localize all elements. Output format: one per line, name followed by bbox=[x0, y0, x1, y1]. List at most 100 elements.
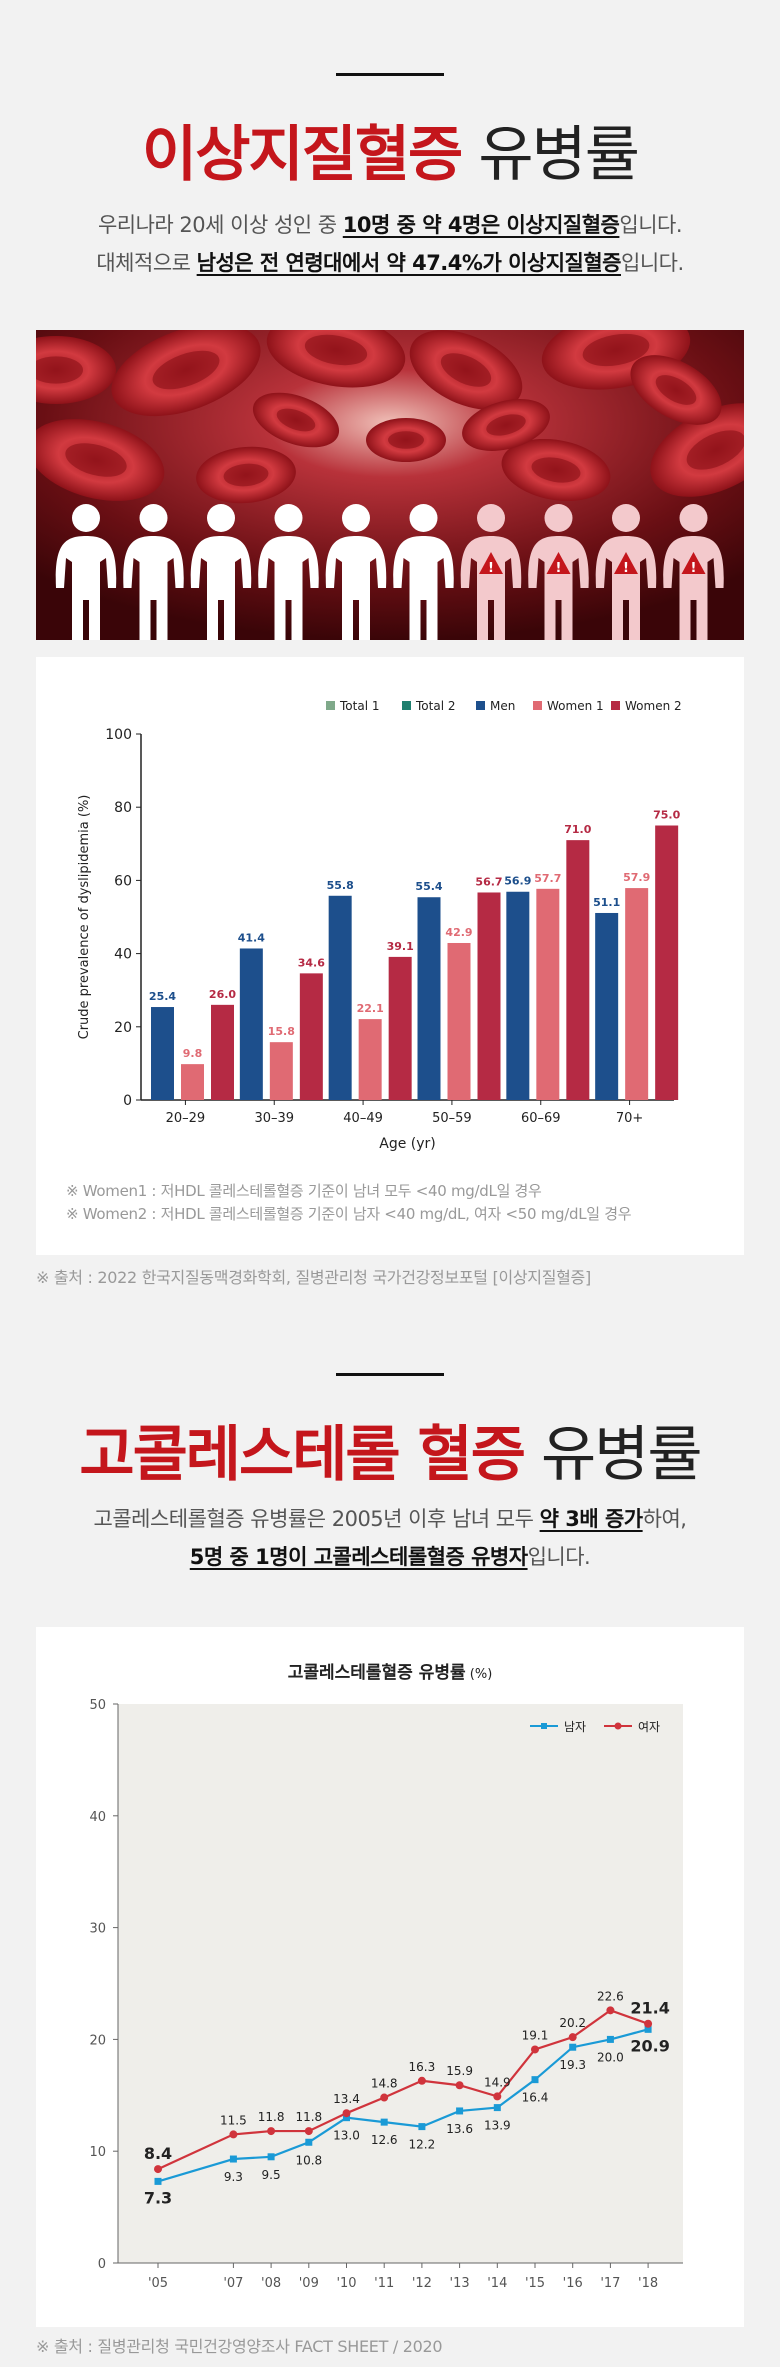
y-tick-label: 0 bbox=[123, 1093, 132, 1109]
lead-line: 우리나라 20세 이상 성인 중 10명 중 약 4명은 이상지질혈증입니다. bbox=[0, 206, 780, 244]
lead-emphasis: 남성은 전 연령대에서 약 47.4%가 이상지질혈증 bbox=[196, 251, 622, 275]
x-tick-label: '13 bbox=[450, 2276, 470, 2291]
point-value-label: 16.4 bbox=[522, 2091, 549, 2105]
red-blood-cell bbox=[366, 418, 446, 462]
x-tick-label: '07 bbox=[223, 2276, 243, 2291]
male-point bbox=[154, 2177, 162, 2185]
x-tick-label: 50–59 bbox=[432, 1111, 472, 1126]
section1-title: 이상지질혈증 유병률 bbox=[0, 106, 780, 193]
bar-chart: 0 20 40 60 80 100 Crude prevalence of dyslipid… bbox=[77, 699, 682, 1152]
red-blood-cell bbox=[630, 355, 722, 425]
lead-line: 5명 중 1명이 고콜레스테롤혈증 유병자입니다. bbox=[0, 1538, 780, 1576]
title-highlight: 고콜레스테롤 혈증 bbox=[79, 1420, 525, 1490]
bar-value-label: 41.4 bbox=[238, 931, 265, 944]
x-tick-label: '12 bbox=[412, 2276, 432, 2291]
chart-title: 고콜레스테롤혈증 유병률 (%) bbox=[288, 1662, 493, 1683]
bar-women-2 bbox=[566, 840, 590, 1100]
person-icon bbox=[190, 504, 252, 640]
male-point bbox=[305, 2138, 313, 2146]
hypercholesterolemia-chart-card: 고콜레스테롤혈증 유병률 (%) 0 10 20 30 40 50 '05 '07 '08 '09 '… bbox=[36, 1627, 744, 2327]
bar-value-label: 56.9 bbox=[504, 875, 531, 888]
person-icon bbox=[123, 504, 184, 640]
bar-women-1 bbox=[536, 888, 560, 1100]
female-point bbox=[531, 2045, 539, 2054]
legend-label: Women 2 bbox=[625, 699, 682, 713]
bar-women-2 bbox=[299, 973, 323, 1100]
x-tick-label: '10 bbox=[336, 2276, 356, 2291]
bar-value-label: 26.0 bbox=[209, 988, 236, 1001]
male-point bbox=[606, 2035, 614, 2043]
red-blood-cell bbox=[501, 438, 611, 502]
y-tick-label: 30 bbox=[89, 1922, 106, 1937]
bar-women-2 bbox=[388, 956, 412, 1100]
y-tick-label: 80 bbox=[114, 800, 132, 816]
bar-value-label: 55.8 bbox=[327, 879, 354, 892]
female-point bbox=[154, 2165, 162, 2174]
y-tick-label: 60 bbox=[114, 873, 132, 889]
legend-swatch bbox=[476, 701, 485, 710]
point-value-label: 7.3 bbox=[144, 2188, 172, 2207]
section1-lead: 우리나라 20세 이상 성인 중 10명 중 약 4명은 이상지질혈증입니다. 대… bbox=[0, 206, 780, 282]
bar-value-label: 75.0 bbox=[653, 809, 680, 822]
title-rest: 유병률 bbox=[461, 120, 640, 190]
point-value-label: 14.9 bbox=[484, 2075, 511, 2089]
line-chart: 고콜레스테롤혈증 유병률 (%) 0 10 20 30 40 50 '05 '07 '08 '09 '… bbox=[89, 1662, 683, 2291]
point-value-label: 9.3 bbox=[224, 2170, 243, 2184]
legend-item: Total 1 bbox=[326, 699, 379, 713]
bar-men bbox=[328, 895, 352, 1100]
female-point bbox=[380, 2093, 389, 2102]
red-blood-cell bbox=[196, 446, 296, 504]
point-value-label: 13.0 bbox=[333, 2129, 360, 2143]
warning-icon: ! bbox=[546, 552, 571, 576]
legend-label: Women 1 bbox=[547, 699, 604, 713]
bar-women-1 bbox=[358, 1019, 382, 1100]
red-blood-cell bbox=[252, 392, 340, 448]
bar-women-2 bbox=[655, 825, 679, 1100]
x-tick-label: 20–29 bbox=[166, 1111, 206, 1126]
bar-value-label: 51.1 bbox=[593, 896, 620, 909]
y-tick-label: 100 bbox=[105, 727, 132, 743]
person-warning-icon: ! bbox=[528, 504, 589, 640]
point-value-label: 21.4 bbox=[630, 1999, 669, 2018]
lead-text: 입니다. bbox=[619, 213, 683, 237]
bar-men bbox=[417, 897, 441, 1100]
warning-mark: ! bbox=[623, 561, 629, 576]
lead-emphasis: 약 3배 증가 bbox=[539, 1507, 644, 1531]
x-tick-label: 40–49 bbox=[343, 1111, 383, 1126]
title-highlight: 이상지질혈증 bbox=[142, 120, 463, 190]
lead-line: 대체적으로 남성은 전 연령대에서 약 47.4%가 이상지질혈증입니다. bbox=[0, 244, 780, 282]
warning-mark: ! bbox=[488, 561, 494, 576]
legend-item: Women 1 bbox=[533, 699, 604, 713]
y-tick-label: 40 bbox=[89, 1810, 106, 1825]
section2-lead: 고콜레스테롤혈증 유병률은 2005년 이후 남녀 모두 약 3배 증가하여, 5… bbox=[0, 1500, 780, 1576]
y-axis-label: Crude prevalence of dyslipidemia (%) bbox=[77, 795, 92, 1040]
legend-item: 여자 bbox=[604, 1720, 660, 1734]
lead-text: 하여, bbox=[642, 1507, 687, 1531]
bar-men bbox=[506, 891, 530, 1100]
point-value-label: 13.4 bbox=[333, 2092, 360, 2106]
section2-source: ※ 출처 : 질병관리청 국민건강영양조사 FACT SHEET / 2020 bbox=[36, 2337, 443, 2356]
legend-item: Total 2 bbox=[402, 699, 455, 713]
dyslipidemia-chart-card: 0 20 40 60 80 100 Crude prevalence of dyslipid… bbox=[36, 657, 744, 1255]
point-value-label: 20.0 bbox=[597, 2050, 624, 2064]
x-tick-label: '17 bbox=[600, 2276, 620, 2291]
bar-value-label: 15.8 bbox=[268, 1025, 295, 1038]
y-tick-label: 10 bbox=[89, 2145, 106, 2160]
male-point bbox=[418, 2123, 426, 2131]
section-divider bbox=[336, 73, 444, 76]
male-point bbox=[456, 2107, 464, 2115]
section1-source: ※ 출처 : 2022 한국지질동맥경화학회, 질병관리청 국가건강정보포털 [… bbox=[36, 1268, 591, 1287]
male-point bbox=[267, 2153, 275, 2161]
red-blood-cell bbox=[36, 419, 165, 501]
x-tick-label: '14 bbox=[487, 2276, 507, 2291]
x-tick-label: '18 bbox=[638, 2276, 658, 2291]
person-warning-icon: ! bbox=[663, 504, 724, 640]
legend-marker bbox=[614, 1722, 622, 1730]
female-point bbox=[304, 2127, 313, 2136]
lead-emphasis: 10명 중 약 4명은 이상지질혈증 bbox=[342, 213, 620, 237]
lead-text: 입니다. bbox=[527, 1545, 591, 1569]
bar-women-1 bbox=[625, 888, 649, 1100]
male-point bbox=[343, 2114, 350, 2122]
x-tick-label: '09 bbox=[299, 2276, 319, 2291]
warning-icon: ! bbox=[614, 552, 638, 576]
